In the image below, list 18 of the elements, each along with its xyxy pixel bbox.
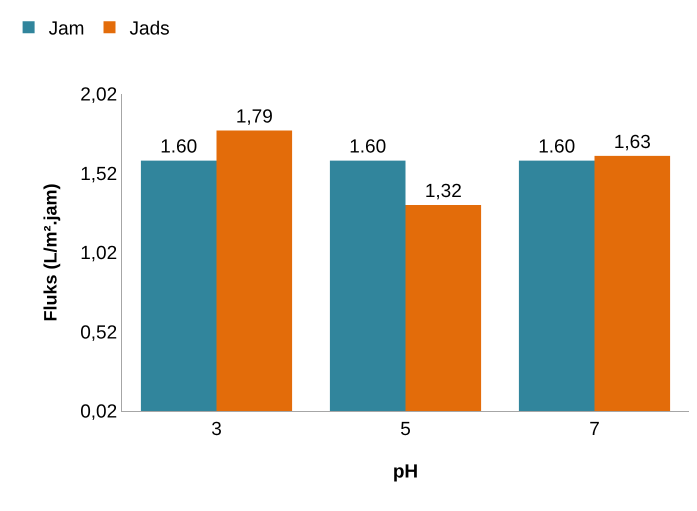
y-tick-label: 0,52 [80,322,118,344]
data-label: 1.60 [349,136,386,158]
data-label: 1.60 [160,136,198,158]
data-label: 1,32 [424,180,462,202]
x-tick-label: 7 [589,418,600,440]
legend-label: Jam [48,18,85,40]
data-label: 1.60 [538,136,576,158]
y-tick-label: 1,52 [80,164,118,185]
y-tick-label: 0,02 [80,402,118,423]
y-tick-label: 1,02 [80,243,118,264]
y-tick-label: 2,02 [80,84,118,106]
y-axis-title: Fluks (L/m².jam) [40,183,60,322]
x-axis-title: pH [392,462,418,483]
x-tick-label: 5 [400,418,411,440]
x-tick-label: 3 [211,418,222,440]
data-label: 1,79 [236,106,273,128]
legend-label: Jads [130,18,170,40]
data-label: 1,63 [614,132,651,153]
